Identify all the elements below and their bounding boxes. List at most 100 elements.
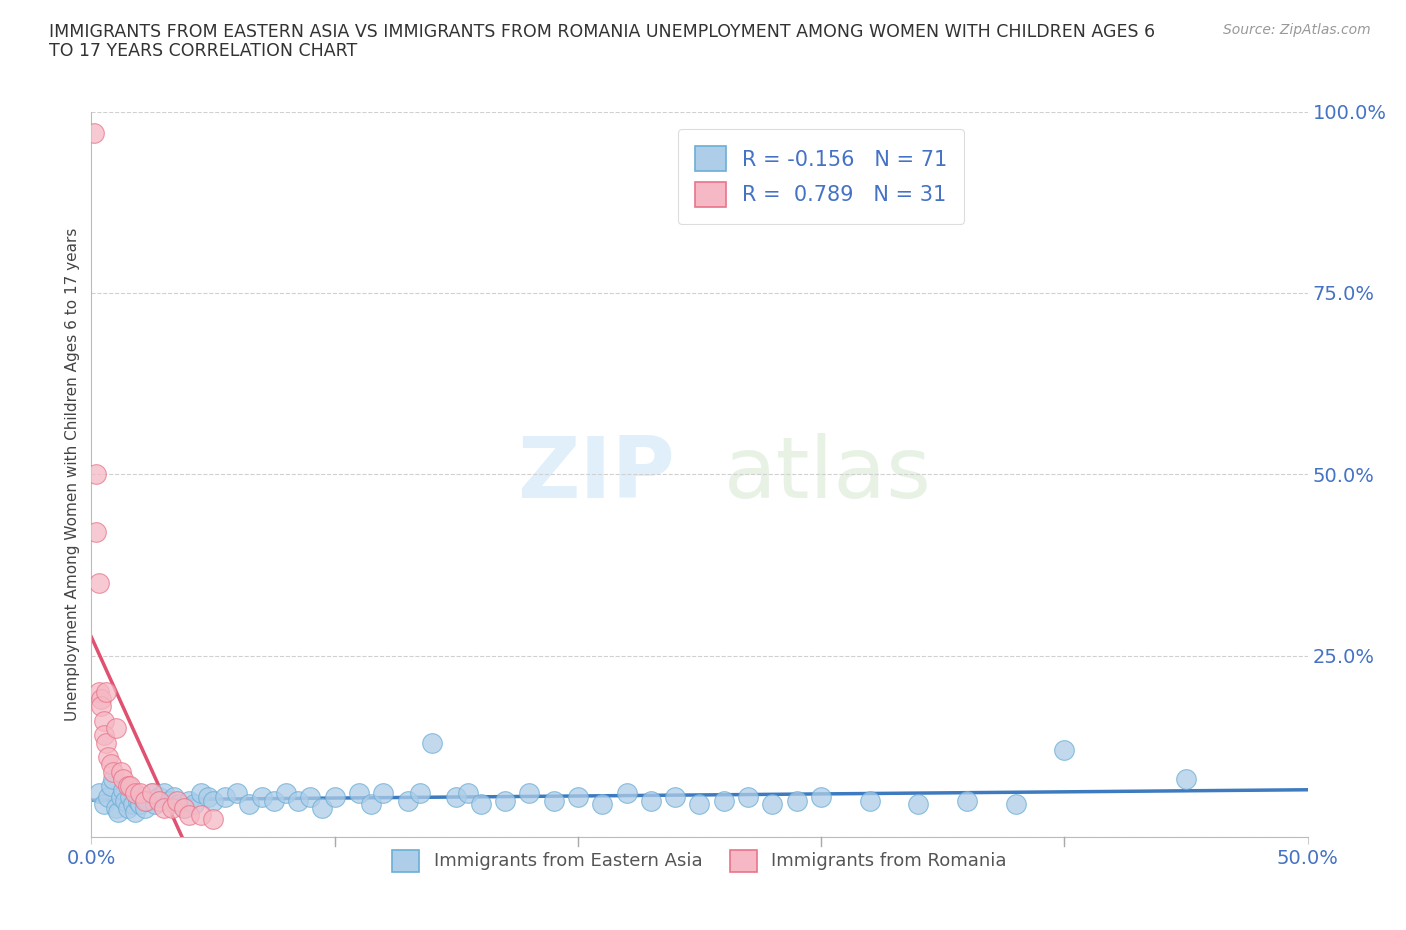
Point [396,793,419,808]
Point [1175,772,1198,787]
Point [120,778,142,793]
Point [97,790,120,804]
Point [134,801,156,816]
Point [163,790,186,804]
Point [90,699,112,714]
Point [134,793,156,808]
Point [323,790,346,804]
Point [104,721,127,736]
Point [100,757,122,772]
Point [761,797,783,812]
Point [373,786,395,801]
Point [120,790,142,804]
Point [543,793,565,808]
Point [360,797,382,812]
Text: ZIP: ZIP [517,432,675,516]
Point [84,467,107,482]
Point [103,764,125,779]
Text: TO 17 YEARS CORRELATION CHART: TO 17 YEARS CORRELATION CHART [49,42,357,60]
Point [263,793,285,808]
Point [141,786,163,801]
Point [786,793,808,808]
Point [121,797,143,812]
Point [214,790,236,804]
Point [1004,797,1026,812]
Point [190,786,212,801]
Point [737,790,759,804]
Point [166,793,188,808]
Point [127,793,149,808]
Point [688,797,710,812]
Point [104,801,127,816]
Point [494,793,516,808]
Point [1053,742,1076,757]
Point [664,790,686,804]
Point [87,786,110,801]
Point [409,786,432,801]
Text: atlas: atlas [724,432,932,516]
Point [311,801,333,816]
Point [111,772,134,787]
Point [567,790,589,804]
Point [226,786,249,801]
Point [202,811,225,827]
Point [97,750,120,764]
Point [347,786,370,801]
Point [111,782,134,797]
Point [517,786,540,801]
Point [202,793,225,808]
Point [148,790,170,804]
Point [956,793,979,808]
Point [250,790,273,804]
Point [90,692,112,707]
Point [124,804,146,819]
Point [173,801,195,816]
Point [444,790,467,804]
Text: IMMIGRANTS FROM EASTERN ASIA VS IMMIGRANTS FROM ROMANIA UNEMPLOYMENT AMONG WOMEN: IMMIGRANTS FROM EASTERN ASIA VS IMMIGRAN… [49,23,1156,41]
Point [420,736,443,751]
Point [238,797,260,812]
Point [177,793,200,808]
Point [859,793,882,808]
Point [167,797,190,812]
Point [110,764,132,779]
Point [87,576,110,591]
Point [103,772,125,787]
Text: Source: ZipAtlas.com: Source: ZipAtlas.com [1223,23,1371,37]
Point [129,797,152,812]
Point [100,778,122,793]
Point [131,790,153,804]
Point [83,126,105,140]
Point [94,736,117,751]
Point [143,797,166,812]
Point [153,801,176,816]
Point [183,797,205,812]
Point [136,793,159,808]
Legend: Immigrants from Eastern Asia, Immigrants from Romania: Immigrants from Eastern Asia, Immigrants… [385,843,1014,879]
Point [94,684,117,699]
Y-axis label: Unemployment Among Women with Children Ages 6 to 17 years: Unemployment Among Women with Children A… [65,228,80,721]
Point [129,786,152,801]
Point [457,786,479,801]
Point [173,801,195,816]
Point [84,525,107,539]
Point [177,808,200,823]
Point [713,793,735,808]
Point [93,713,115,728]
Point [117,778,139,793]
Point [148,793,170,808]
Point [141,786,163,801]
Point [117,801,139,816]
Point [470,797,492,812]
Point [160,801,183,816]
Point [153,786,176,801]
Point [190,808,212,823]
Point [157,793,180,808]
Point [197,790,219,804]
Point [640,793,662,808]
Point [810,790,832,804]
Point [907,797,929,812]
Point [114,793,136,808]
Point [274,786,297,801]
Point [87,684,110,699]
